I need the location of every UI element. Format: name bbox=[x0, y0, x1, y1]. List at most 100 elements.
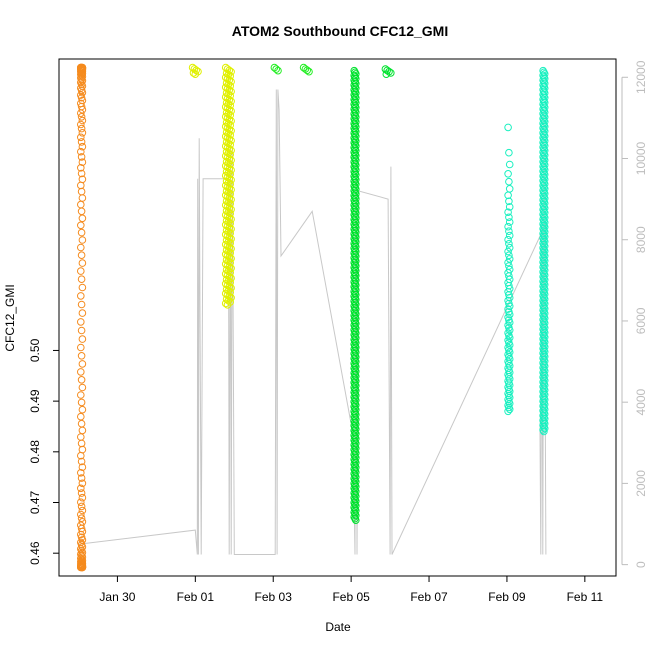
x-tick-label: Feb 09 bbox=[488, 590, 526, 604]
data-point bbox=[504, 222, 512, 231]
data-point bbox=[78, 563, 87, 572]
data-point bbox=[78, 236, 87, 244]
data-point bbox=[303, 66, 312, 75]
data-point bbox=[77, 376, 86, 384]
data-point bbox=[77, 275, 86, 284]
data-point bbox=[78, 194, 87, 202]
data-point bbox=[387, 69, 395, 77]
x-axis-label: Date bbox=[325, 620, 351, 634]
data-point bbox=[505, 405, 514, 414]
data-point bbox=[78, 129, 87, 137]
data-point bbox=[78, 479, 87, 488]
data-point bbox=[504, 258, 512, 267]
x-tick-label: Feb 07 bbox=[410, 590, 448, 604]
x-tick-label: Feb 01 bbox=[177, 590, 215, 604]
data-point bbox=[77, 469, 85, 477]
data-point bbox=[77, 510, 85, 519]
data-point bbox=[77, 368, 85, 376]
data-point bbox=[77, 412, 85, 421]
data-point bbox=[78, 543, 87, 551]
y-tick-label: 0.47 bbox=[28, 491, 42, 515]
data-point bbox=[505, 177, 513, 186]
data-point bbox=[78, 445, 87, 454]
data-point bbox=[78, 214, 87, 223]
data-point bbox=[223, 301, 232, 309]
x-tick-label: Jan 30 bbox=[99, 590, 135, 604]
data-point bbox=[78, 142, 87, 151]
data-point bbox=[77, 343, 85, 352]
data-point bbox=[77, 251, 86, 259]
right-y-tick-label: 6000 bbox=[634, 307, 648, 334]
y-tick-label: 0.46 bbox=[28, 541, 42, 565]
data-point bbox=[77, 113, 86, 121]
data-point bbox=[78, 77, 87, 85]
data-point bbox=[505, 213, 513, 222]
data-point bbox=[78, 360, 87, 368]
data-point bbox=[504, 296, 512, 305]
data-point bbox=[194, 67, 202, 76]
y-tick-label: 0.49 bbox=[28, 389, 42, 413]
data-point bbox=[77, 489, 86, 497]
data-point bbox=[78, 463, 87, 472]
data-point bbox=[505, 148, 513, 157]
data-point bbox=[77, 292, 85, 300]
data-point bbox=[77, 451, 85, 460]
data-point bbox=[77, 147, 85, 156]
data-point bbox=[504, 208, 512, 216]
data-point bbox=[77, 181, 85, 190]
right-y-tick-label: 10000 bbox=[634, 141, 648, 175]
data-point bbox=[505, 218, 514, 226]
data-point bbox=[77, 398, 86, 407]
data-point bbox=[77, 200, 85, 209]
data-point bbox=[77, 120, 85, 129]
chart-title: ATOM2 Southbound CFC12_GMI bbox=[232, 23, 448, 39]
data-point bbox=[504, 407, 512, 416]
right-y-tick-label: 0 bbox=[634, 561, 648, 568]
x-tick-label: Feb 03 bbox=[255, 590, 293, 604]
data-point bbox=[77, 169, 86, 178]
data-point bbox=[505, 197, 513, 206]
data-point bbox=[77, 153, 86, 161]
data-point bbox=[77, 133, 85, 142]
data-point bbox=[77, 326, 86, 335]
data-point bbox=[78, 259, 87, 267]
data-point bbox=[77, 109, 85, 117]
plot-area-border bbox=[58, 58, 617, 577]
data-point bbox=[385, 67, 393, 76]
data-point bbox=[77, 419, 86, 428]
x-axis: Jan 30 Feb 01 Feb 03 Feb 05 Feb 07 Feb 09 Feb … bbox=[99, 575, 603, 604]
data-points-layer bbox=[77, 63, 549, 572]
right-y-tick-label: 2000 bbox=[634, 470, 648, 497]
data-point bbox=[505, 227, 513, 235]
data-point bbox=[78, 383, 87, 392]
data-point bbox=[505, 231, 514, 240]
data-point bbox=[504, 123, 512, 132]
data-point bbox=[77, 502, 86, 511]
data-point bbox=[192, 66, 200, 75]
data-point bbox=[505, 203, 514, 211]
data-point bbox=[189, 69, 198, 77]
data-point bbox=[78, 105, 87, 114]
data-point bbox=[77, 187, 86, 196]
right-y-tick-label: 12000 bbox=[634, 60, 648, 94]
data-point bbox=[505, 251, 513, 260]
data-point bbox=[352, 516, 360, 525]
secondary-series-line bbox=[78, 85, 547, 555]
data-point bbox=[78, 426, 87, 435]
data-point bbox=[77, 484, 85, 493]
data-point bbox=[78, 335, 87, 343]
data-point bbox=[305, 67, 313, 76]
right-y-tick-label: 4000 bbox=[634, 389, 648, 416]
data-point bbox=[505, 240, 513, 248]
data-point bbox=[77, 524, 86, 533]
data-point bbox=[77, 391, 85, 399]
data-point bbox=[540, 427, 548, 436]
data-point bbox=[505, 160, 514, 169]
data-point bbox=[78, 116, 87, 125]
y-axis: 0.46 0.47 0.48 0.49 0.50 bbox=[28, 338, 59, 565]
data-point bbox=[77, 300, 86, 309]
data-point bbox=[505, 393, 514, 402]
data-point bbox=[382, 70, 391, 78]
data-point bbox=[504, 247, 512, 256]
